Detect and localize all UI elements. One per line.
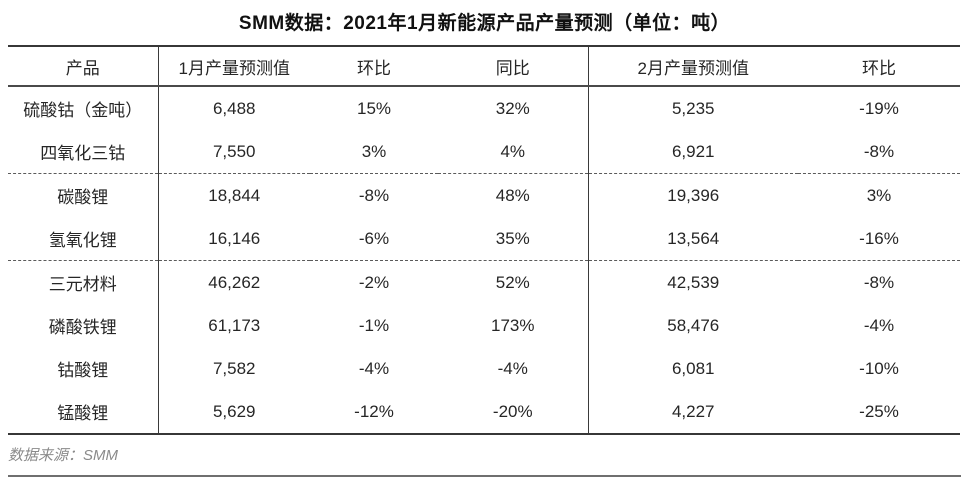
table-cell: 52% <box>438 260 589 304</box>
table-row: 碳酸锂 18,844 -8% 48% 19,396 3% <box>8 173 960 217</box>
table-cell: 19,396 <box>667 185 720 205</box>
table-cell: 4% <box>438 130 589 174</box>
header-row: 产品 1月产量预测值 环比 同比 2月产量预测值 环比 <box>8 46 960 87</box>
table-cell: 35% <box>438 217 589 261</box>
table-header: 产品 1月产量预测值 环比 同比 2月产量预测值 环比 <box>8 46 960 87</box>
table-row: 钴酸锂 7,582 -4% -4% 6,081 -10% <box>8 347 960 390</box>
table-cell: 4,227 <box>671 401 715 421</box>
product-name-cell: 碳酸锂 <box>8 173 159 217</box>
product-name-cell: 钴酸锂 <box>8 347 159 390</box>
table-row: 锰酸锂 5,629 -12% -20% 4,227 -25% <box>8 390 960 434</box>
table-cell: 6,921 <box>588 130 798 174</box>
table-cell: 13,564 <box>588 217 798 261</box>
table-cell: -16% <box>798 217 960 261</box>
table-cell: 32% <box>438 86 589 130</box>
table-cell: 6,081 <box>671 358 715 378</box>
table-cell: 3% <box>866 185 892 205</box>
table-cell: 6,488 <box>212 98 256 118</box>
column-header-jan-forecast: 1月产量预测值 <box>158 46 310 87</box>
product-name-cell: 四氧化三钴 <box>8 130 159 174</box>
product-name-cell: 硫酸钴（金吨） <box>8 86 159 130</box>
product-name-cell: 氢氧化锂 <box>8 217 159 261</box>
table-row: 三元材料 46,262 -2% 52% 42,539 -8% <box>8 260 960 304</box>
table-cell: -20% <box>438 390 589 434</box>
column-header-mom: 环比 <box>310 46 438 87</box>
table-cell: -4% <box>863 315 895 335</box>
table-cell: -12% <box>354 401 394 421</box>
table-cell: 7,550 <box>158 130 310 174</box>
table-cell: 5,235 <box>671 98 715 118</box>
table-cell: -6% <box>310 217 438 261</box>
table-cell: -4% <box>438 347 589 390</box>
table-cell: 48% <box>438 173 589 217</box>
table-cell: 42,539 <box>667 272 720 292</box>
table-row: 磷酸铁锂 61,173 -1% 173% 58,476 -4% <box>8 304 960 347</box>
table-cell: 5,629 <box>212 401 256 421</box>
table-cell: -19% <box>859 98 899 118</box>
product-name-cell: 锰酸锂 <box>8 390 159 434</box>
column-header-product: 产品 <box>8 46 159 87</box>
table-cell: 16,146 <box>158 217 310 261</box>
table-cell: 3% <box>310 130 438 174</box>
table-cell: 18,844 <box>208 185 261 205</box>
column-header-yoy: 同比 <box>438 46 589 87</box>
table-cell: 46,262 <box>208 272 261 292</box>
table-cell: -2% <box>358 272 390 292</box>
table-cell: 61,173 <box>208 315 261 335</box>
table-cell: 7,582 <box>212 358 256 378</box>
table-cell: -10% <box>859 358 899 378</box>
table-row: 氢氧化锂 16,146 -6% 35% 13,564 -16% <box>8 217 960 261</box>
table-cell: -25% <box>859 401 899 421</box>
table-cell: -8% <box>863 272 895 292</box>
forecast-table: 产品 1月产量预测值 环比 同比 2月产量预测值 环比 硫酸钴（金吨） 6,48… <box>8 45 960 435</box>
table-body: 硫酸钴（金吨） 6,488 15% 32% 5,235 -19% 四氧化三钴 7… <box>8 86 960 434</box>
table-cell: -4% <box>358 358 390 378</box>
product-name-cell: 磷酸铁锂 <box>8 304 159 347</box>
table-cell: 173% <box>438 304 589 347</box>
data-source-note: 数据来源：SMM <box>8 435 961 477</box>
table-cell: 58,476 <box>667 315 720 335</box>
table-cell: -8% <box>358 185 390 205</box>
table-title: SMM数据：2021年1月新能源产品产量预测（单位：吨） <box>238 13 731 34</box>
column-header-mom-feb: 环比 <box>798 46 960 87</box>
table-row: 四氧化三钴 7,550 3% 4% 6,921 -8% <box>8 130 960 174</box>
table-cell: -1% <box>358 315 390 335</box>
table-cell: -8% <box>798 130 960 174</box>
column-header-feb-forecast: 2月产量预测值 <box>588 46 798 87</box>
product-name-cell: 三元材料 <box>8 260 159 304</box>
table-row: 硫酸钴（金吨） 6,488 15% 32% 5,235 -19% <box>8 86 960 130</box>
table-cell: 15% <box>356 98 392 118</box>
